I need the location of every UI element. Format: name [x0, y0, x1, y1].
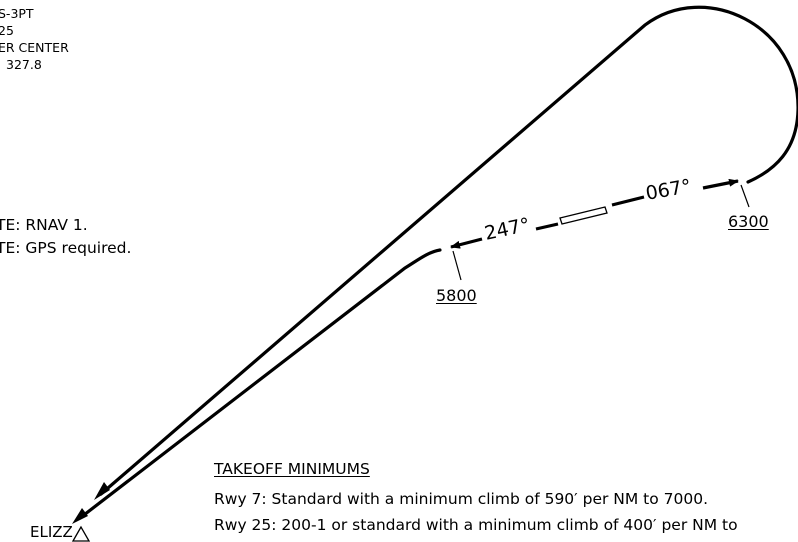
- frequency: 327.8: [6, 57, 42, 72]
- fix-triangle-icon: [71, 525, 91, 542]
- note-gps: TE: GPS required.: [0, 239, 132, 257]
- takeoff-minimums-heading: TAKEOFF MINIMUMS: [214, 460, 370, 478]
- fix-name-label: ELIZZ: [30, 523, 73, 541]
- note-rnav: TE: RNAV 1.: [0, 216, 88, 234]
- procedure-name: S-3PT: [0, 6, 34, 21]
- runway-symbol: [559, 206, 608, 225]
- inner-track-arrow: [72, 508, 88, 524]
- takeoff-rwy7: Rwy 7: Standard with a minimum climb of …: [214, 490, 709, 508]
- outer-track-arrow: [94, 482, 110, 500]
- center-name: ER CENTER: [0, 40, 69, 55]
- leader-5800: [452, 250, 462, 281]
- inner-track: [78, 248, 442, 520]
- inbound-segment: [535, 222, 559, 231]
- outer-track: [99, 5, 798, 496]
- takeoff-rwy25: Rwy 25: 200-1 or standard with a minimum…: [214, 518, 738, 534]
- altitude-6300-label: 6300: [728, 212, 769, 231]
- altitude-5800-label: 5800: [436, 286, 477, 305]
- runway-designator: 25: [0, 23, 14, 38]
- leader-6300: [740, 184, 750, 208]
- inbound-segment-b: [450, 237, 483, 249]
- outbound-segment: [611, 195, 645, 207]
- outbound-segment-b: [702, 178, 739, 190]
